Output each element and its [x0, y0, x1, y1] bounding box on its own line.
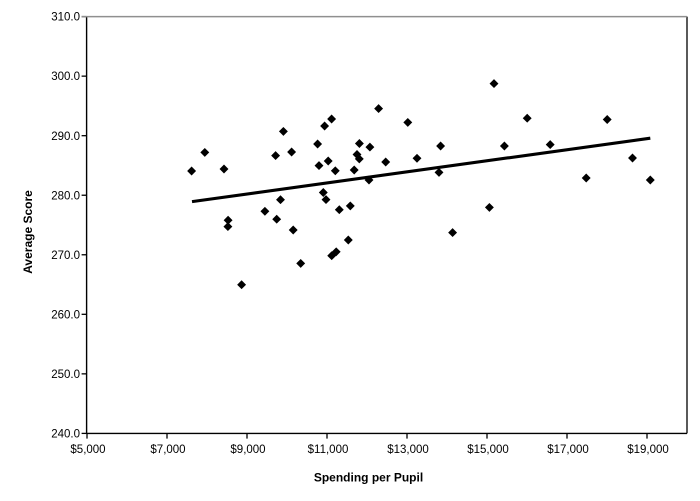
svg-text:260.0: 260.0	[51, 309, 80, 321]
svg-text:250.0: 250.0	[51, 369, 80, 381]
svg-text:$9,000: $9,000	[230, 444, 265, 456]
svg-text:$7,000: $7,000	[150, 444, 185, 456]
svg-text:$17,000: $17,000	[547, 444, 589, 456]
svg-text:280.0: 280.0	[51, 190, 80, 202]
svg-text:$11,000: $11,000	[308, 444, 349, 456]
svg-text:$19,000: $19,000	[627, 444, 669, 456]
svg-text:300.0: 300.0	[51, 71, 80, 83]
svg-text:$15,000: $15,000	[467, 444, 509, 456]
svg-text:270.0: 270.0	[51, 250, 80, 262]
svg-text:$5,000: $5,000	[70, 444, 105, 456]
svg-text:Average Score: Average Score	[21, 190, 35, 274]
svg-text:310.0: 310.0	[51, 12, 80, 24]
svg-text:$13,000: $13,000	[387, 444, 429, 456]
svg-text:Spending per Pupil: Spending per Pupil	[314, 470, 423, 484]
svg-text:240.0: 240.0	[51, 429, 80, 441]
svg-text:290.0: 290.0	[51, 131, 80, 143]
